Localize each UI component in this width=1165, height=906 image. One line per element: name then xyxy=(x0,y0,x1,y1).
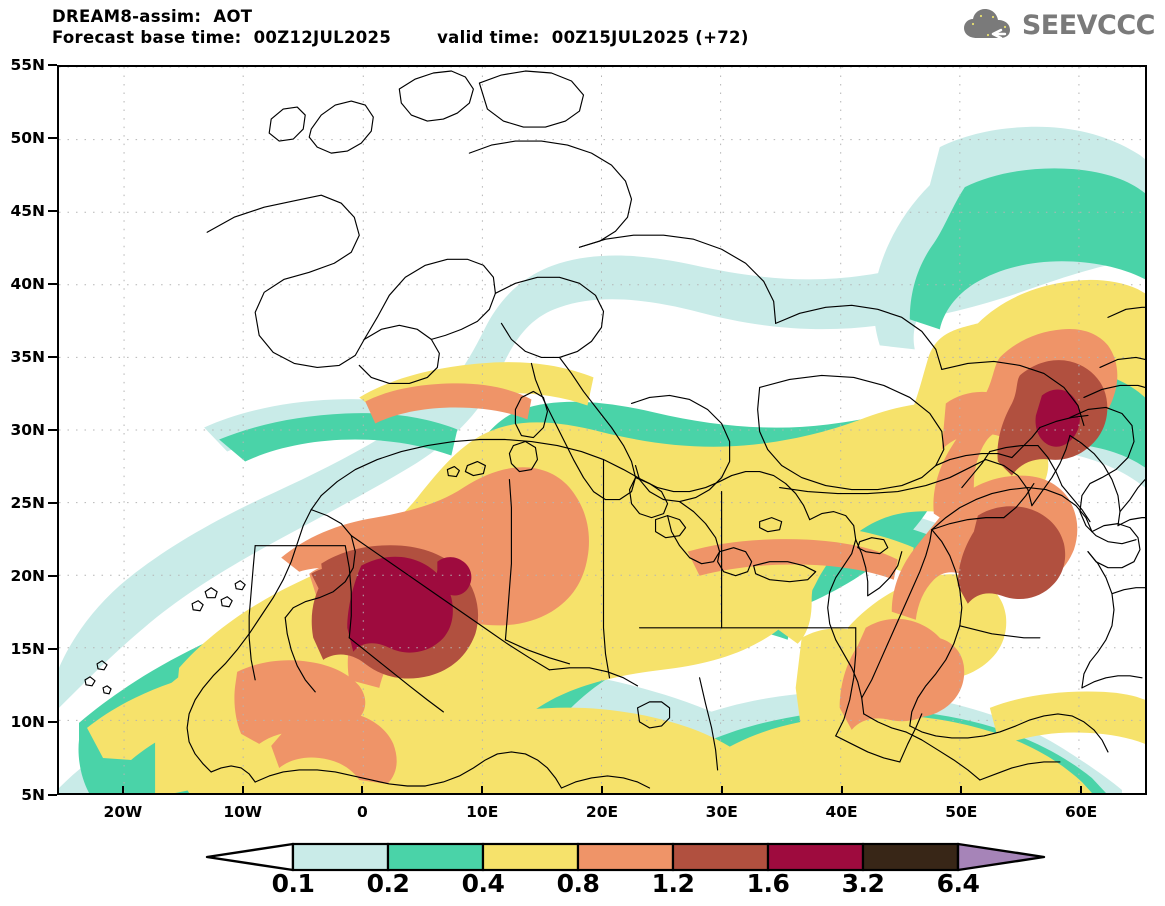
y-tick-mark xyxy=(48,721,57,723)
time-line: Forecast base time: 00Z12JUL2025 valid ti… xyxy=(52,27,992,48)
header: DREAM8-assim: AOT Forecast base time: 00… xyxy=(52,6,992,48)
x-tick-label: 30E xyxy=(705,803,738,821)
y-tick-label: 45N xyxy=(10,202,45,220)
x-tick-label: 10E xyxy=(466,803,499,821)
map-plot-area xyxy=(57,65,1147,795)
colorbar-under-arrow xyxy=(205,842,295,872)
y-tick-label: 25N xyxy=(10,494,45,512)
colorbar-band xyxy=(291,842,390,872)
cloud-icon xyxy=(963,9,1010,40)
y-tick-mark xyxy=(48,210,57,212)
x-tick-mark xyxy=(720,786,723,795)
y-tick-label: 15N xyxy=(10,640,45,658)
y-tick-mark xyxy=(48,794,57,796)
y-tick-label: 40N xyxy=(10,275,45,293)
colorbar-band xyxy=(671,842,770,872)
valid-time-label: valid time: 00Z15JUL2025 (+72) xyxy=(437,28,749,47)
y-tick-label: 30N xyxy=(10,421,45,439)
map-gridlines xyxy=(59,67,1145,793)
y-tick-mark xyxy=(48,356,57,358)
y-tick-mark xyxy=(48,502,57,504)
colorbar-tick-label: 0.2 xyxy=(366,869,410,898)
x-tick-label: 10W xyxy=(223,803,262,821)
y-tick-label: 5N xyxy=(21,786,45,804)
y-tick-label: 20N xyxy=(10,567,45,585)
y-tick-mark xyxy=(48,137,57,139)
y-tick-mark xyxy=(48,648,57,650)
model-title: DREAM8-assim: AOT xyxy=(52,7,253,26)
y-tick-label: 50N xyxy=(10,129,45,147)
colorbar-band xyxy=(576,842,675,872)
colorbar-over-arrow xyxy=(956,842,1046,872)
y-tick-label: 35N xyxy=(10,348,45,366)
y-axis: 55N 50N 45N 40N 35N 30N 25N 20N 15N 10N 5N xyxy=(0,0,57,905)
seevccc-logo: SEEVCCC xyxy=(963,8,1156,42)
x-tick-mark xyxy=(960,786,963,795)
y-tick-label: 10N xyxy=(10,713,45,731)
x-tick-label: 50E xyxy=(945,803,978,821)
colorbar-tick-label: 0.8 xyxy=(556,869,600,898)
x-tick-mark xyxy=(241,786,244,795)
y-tick-mark xyxy=(48,575,57,577)
x-tick-mark xyxy=(840,786,843,795)
x-tick-mark xyxy=(601,786,603,795)
y-tick-label: 55N xyxy=(10,56,45,74)
logo-text: SEEVCCC xyxy=(1021,9,1156,41)
colorbar-tick-label: 6.4 xyxy=(936,869,980,898)
colorbar-tick-label: 1.6 xyxy=(746,869,790,898)
colorbar-band xyxy=(861,842,960,872)
colorbar: 0.1 0.2 0.4 0.8 1.2 1.6 3.2 6.4 xyxy=(0,836,1165,906)
x-tick-label: 0 xyxy=(357,803,368,821)
colorbar-band xyxy=(481,842,580,872)
dust-aot-map xyxy=(59,67,1145,793)
aot-band-1p6 xyxy=(347,389,1080,653)
y-tick-mark xyxy=(48,429,57,431)
colorbar-band xyxy=(386,842,485,872)
x-tick-label: 20E xyxy=(585,803,619,821)
colorbar-swatches xyxy=(205,842,1046,872)
x-tick-mark xyxy=(121,786,124,795)
colorbar-tick-label: 1.2 xyxy=(651,869,695,898)
x-tick-label: 60E xyxy=(1065,803,1098,821)
colorbar-tick-label: 3.2 xyxy=(841,869,885,898)
colorbar-tick-label: 0.4 xyxy=(461,869,505,898)
y-tick-mark xyxy=(48,283,57,285)
x-tick-mark xyxy=(361,786,364,795)
colorbar-band xyxy=(766,842,865,872)
x-tick-mark xyxy=(481,786,484,795)
coastlines-and-borders xyxy=(84,70,1145,789)
y-tick-mark xyxy=(48,64,57,66)
x-axis: 20W 10W 0 10E 20E 30E 40E 50E 60E xyxy=(0,786,1165,835)
x-tick-label: 40E xyxy=(825,803,858,821)
base-time-label: Forecast base time: 00Z12JUL2025 xyxy=(52,28,392,47)
colorbar-tick-label: 0.1 xyxy=(271,869,315,898)
x-tick-mark xyxy=(1080,786,1083,795)
x-tick-label: 20W xyxy=(103,803,143,821)
